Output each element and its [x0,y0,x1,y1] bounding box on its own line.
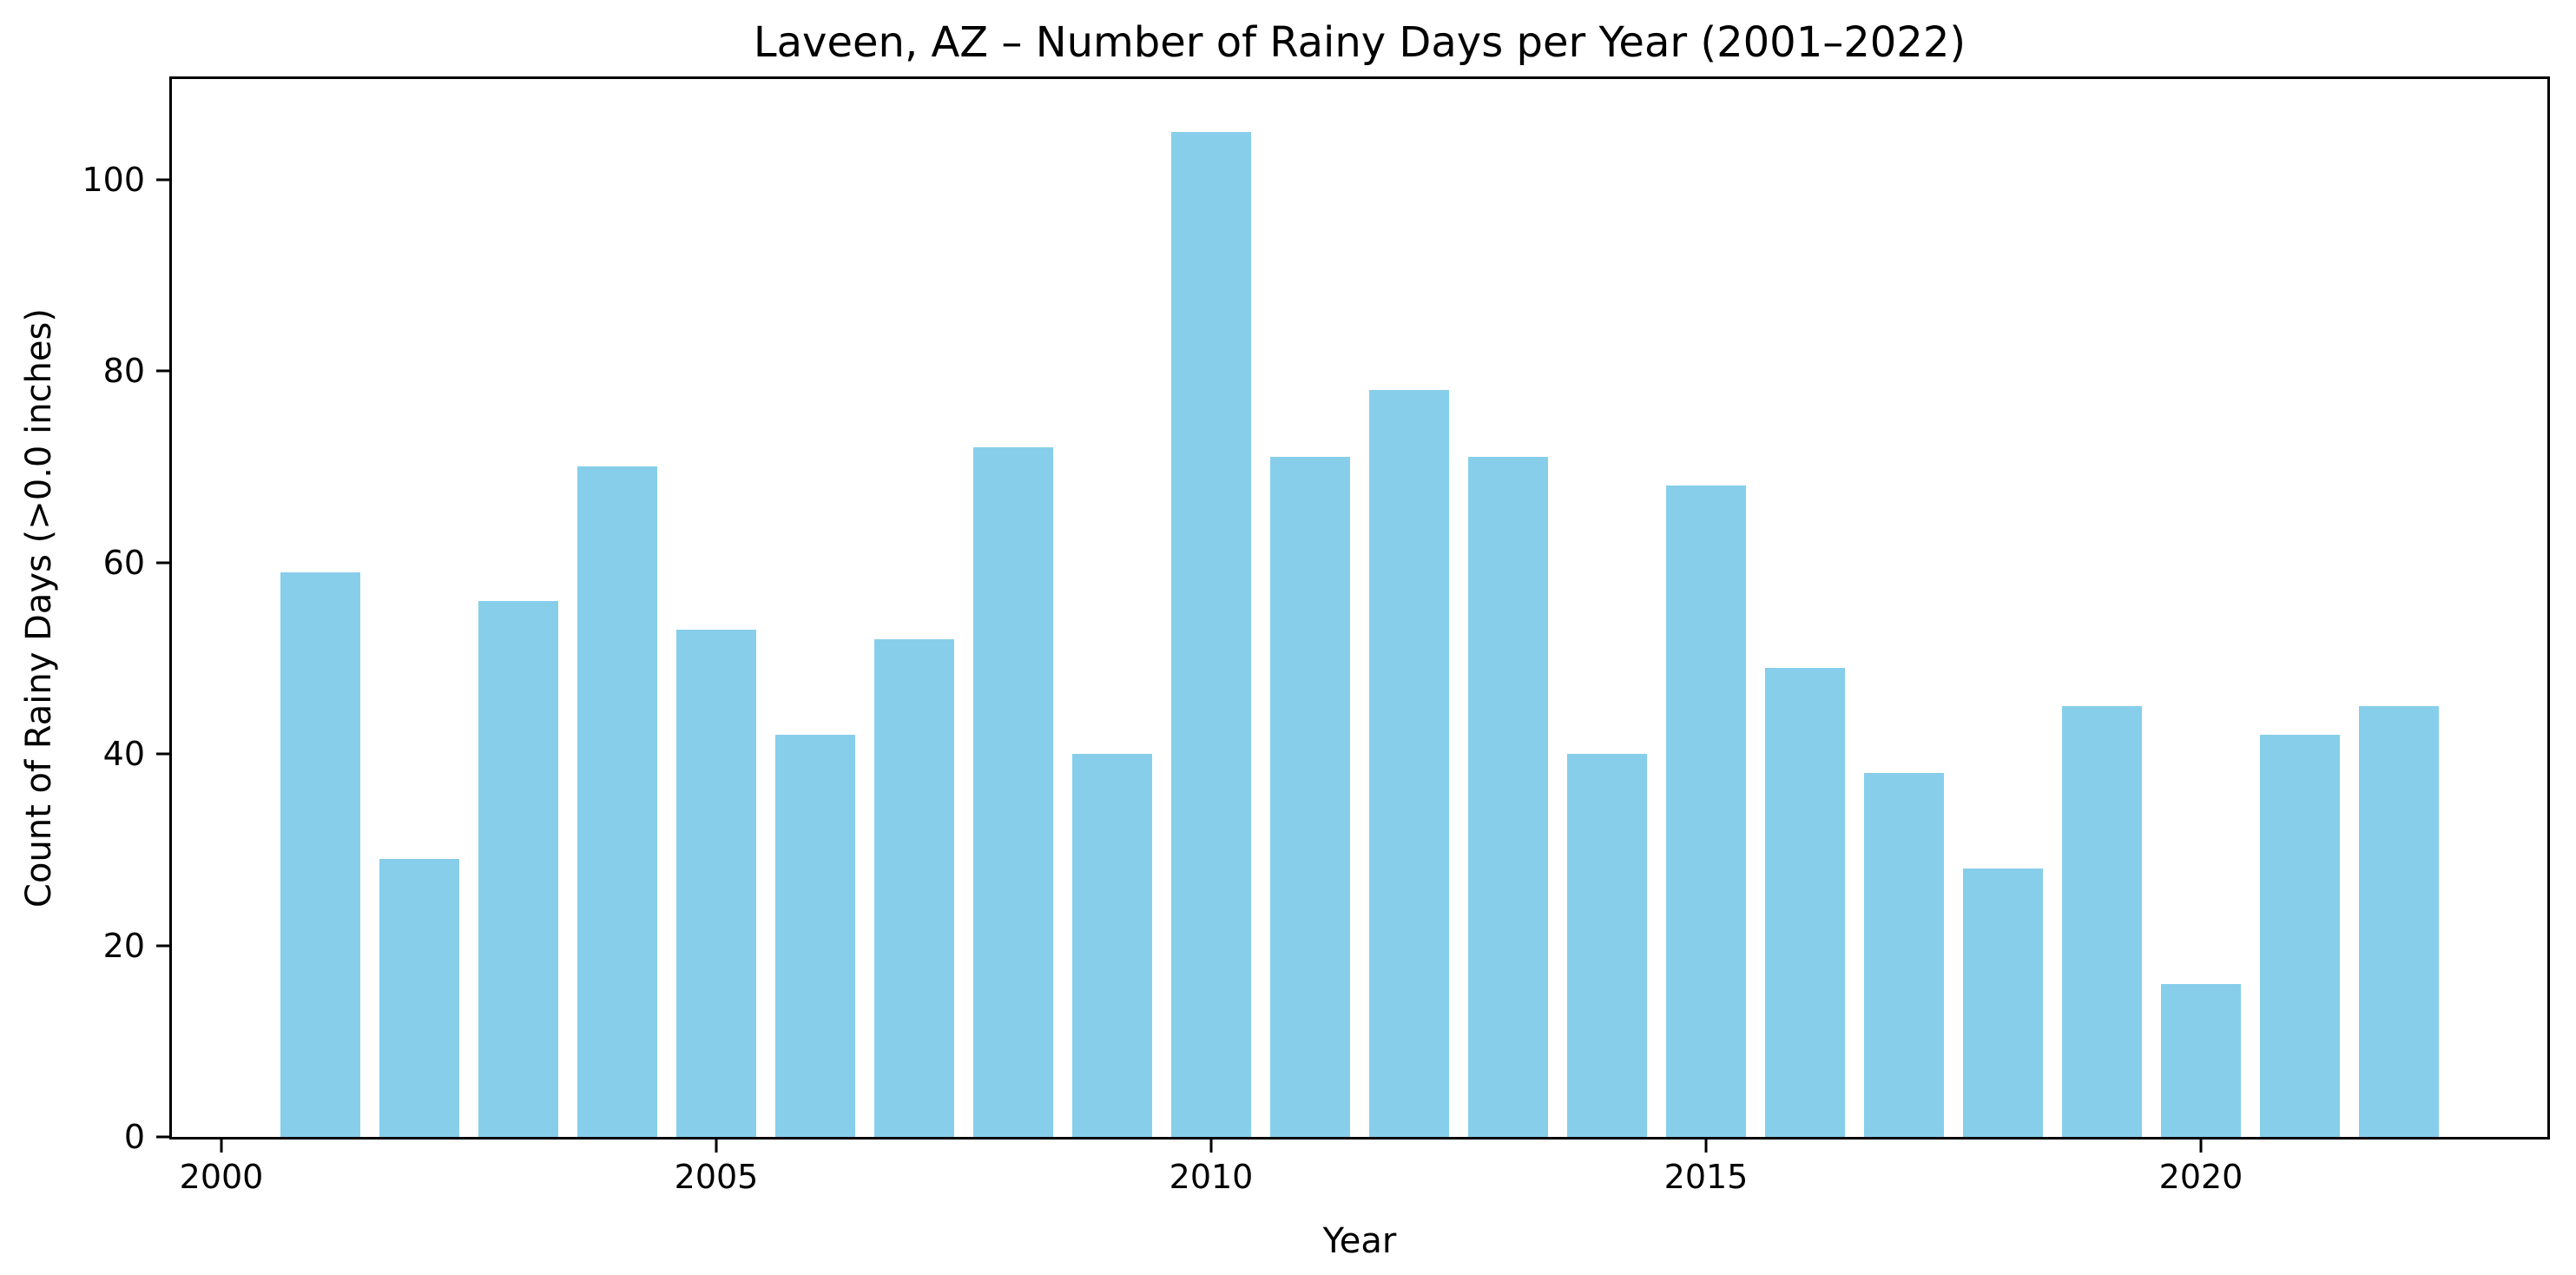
y-tick-label-0: 0 [123,1118,145,1156]
y-tick-mark-80 [156,369,169,373]
bar-2004 [577,466,657,1137]
y-tick-label-80: 80 [102,352,145,391]
x-axis-label: Year [1322,1221,1397,1261]
bar-2011 [1270,457,1350,1137]
bar-2019 [2062,705,2142,1137]
bar-2007 [874,638,954,1137]
bar-2021 [2260,735,2340,1137]
x-tick-mark-2020 [2199,1140,2203,1153]
bar-2012 [1369,390,1449,1137]
x-tick-mark-2005 [715,1140,718,1153]
x-tick-mark-2000 [220,1140,223,1153]
bar-2020 [2161,983,2241,1137]
bar-2022 [2359,705,2439,1137]
x-tick-label-2010: 2010 [1169,1158,1254,1196]
x-tick-mark-2015 [1704,1140,1708,1153]
y-tick-mark-0 [156,1135,169,1139]
x-tick-mark-2010 [1209,1140,1213,1153]
bar-2017 [1864,773,1944,1137]
bar-2009 [1072,754,1152,1137]
bar-2006 [775,735,855,1137]
bar-2005 [676,629,756,1137]
x-tick-label-2020: 2020 [2158,1158,2243,1196]
plot-area: 0 20 40 60 80 100 2000 2005 2010 2015 2020 [82,76,2550,1193]
y-tick-label-40: 40 [102,735,145,774]
y-tick-label-60: 60 [102,543,145,582]
bar-2002 [379,859,459,1137]
bar-2001 [280,571,360,1137]
y-tick-mark-60 [156,561,169,565]
y-tick-mark-40 [156,752,169,756]
bar-2010 [1171,131,1251,1137]
bar-2016 [1765,667,1845,1137]
bar-2003 [478,600,558,1137]
bar-2008 [973,447,1053,1137]
bar-2018 [1963,869,2043,1137]
y-tick-mark-100 [156,178,169,182]
y-tick-label-100: 100 [82,160,145,199]
y-axis-label: Count of Rainy Days (>0.0 inches) [19,308,59,908]
x-tick-label-2015: 2015 [1664,1158,1749,1196]
y-tick-label-20: 20 [102,926,145,965]
y-tick-mark-20 [156,944,169,948]
x-tick-label-2005: 2005 [674,1158,759,1196]
bar-2015 [1666,486,1746,1137]
chart-title: Laveen, AZ – Number of Rainy Days per Ye… [753,18,1967,67]
x-tick-label-2000: 2000 [179,1158,264,1196]
bar-2013 [1468,457,1548,1137]
bar-2014 [1567,754,1647,1137]
